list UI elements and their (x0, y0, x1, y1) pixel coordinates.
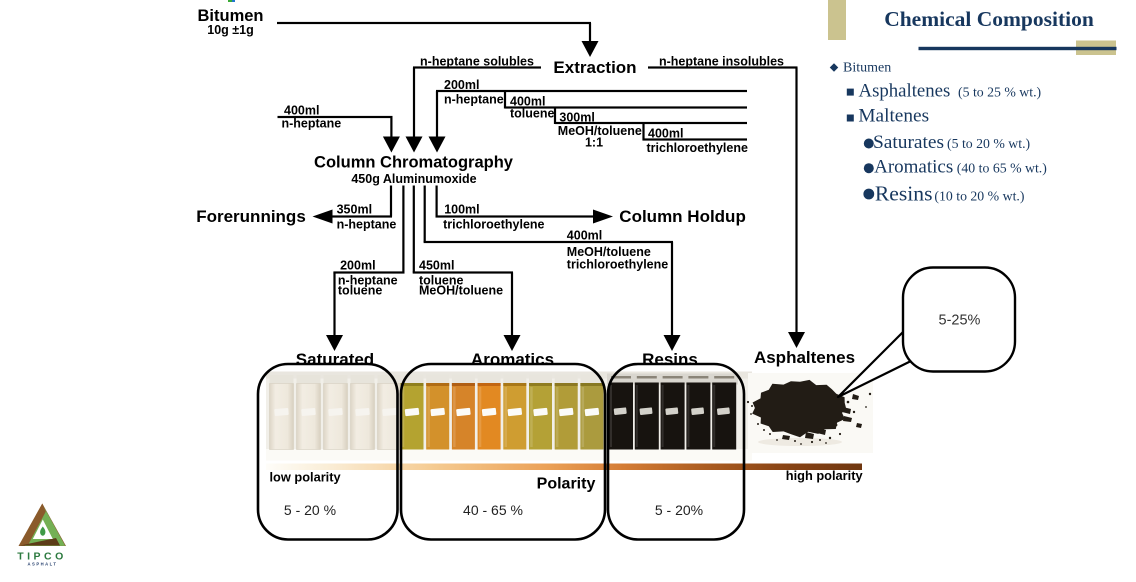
svg-text:40 - 65 %: 40 - 65 % (463, 502, 523, 518)
svg-text:Chemical Composition: Chemical Composition (884, 7, 1094, 31)
svg-text:n-heptane: n-heptane (337, 218, 397, 232)
svg-text:400ml: 400ml (510, 95, 545, 109)
svg-text:(5 to 25 % wt.): (5 to 25 % wt.) (958, 84, 1041, 100)
svg-text:200ml: 200ml (444, 78, 479, 92)
svg-text:Asphaltenes: Asphaltenes (859, 80, 951, 101)
svg-text:200ml: 200ml (340, 259, 375, 273)
svg-text:Polarity: Polarity (537, 476, 596, 493)
svg-text:Saturates: Saturates (873, 132, 944, 153)
svg-text:MeOH/toluene: MeOH/toluene (567, 245, 651, 259)
svg-text:350ml: 350ml (337, 203, 372, 217)
svg-text:5 - 20 %: 5 - 20 % (284, 502, 336, 518)
svg-text:n-heptane: n-heptane (444, 93, 504, 107)
svg-text:Column Chromatography: Column Chromatography (314, 154, 514, 172)
svg-text:Forerunnings: Forerunnings (196, 207, 306, 226)
svg-text:toluene: toluene (419, 274, 463, 288)
svg-text:Aromatics: Aromatics (874, 157, 953, 178)
svg-text:MeOH/toluene: MeOH/toluene (558, 124, 642, 138)
svg-text:(10 to 20 % wt.): (10 to 20 % wt.) (934, 188, 1024, 204)
svg-text:400ml: 400ml (648, 127, 683, 141)
svg-text:Maltenes: Maltenes (858, 106, 929, 127)
svg-text:high polarity: high polarity (786, 468, 864, 483)
svg-text:trichloroethylene: trichloroethylene (647, 141, 748, 155)
svg-text:toluene: toluene (338, 284, 382, 298)
svg-text:(5 to 20 % wt.): (5 to 20 % wt.) (947, 136, 1030, 152)
svg-text:toluene: toluene (510, 107, 554, 121)
svg-text:n-heptane: n-heptane (282, 117, 342, 131)
svg-text:n-heptane solubles: n-heptane solubles (420, 55, 534, 69)
svg-text:n-heptane insolubles: n-heptane insolubles (659, 55, 784, 69)
svg-text:10g ±1g: 10g ±1g (207, 23, 253, 37)
svg-text:trichloroethylene: trichloroethylene (443, 218, 544, 232)
svg-text:Resins: Resins (642, 350, 698, 369)
svg-text:Bitumen: Bitumen (198, 7, 264, 25)
svg-text:400ml: 400ml (567, 229, 602, 243)
svg-text:(40 to 65 % wt.): (40 to 65 % wt.) (957, 161, 1047, 177)
svg-text:Column Holdup: Column Holdup (619, 207, 746, 226)
svg-text:low polarity: low polarity (270, 470, 342, 485)
svg-text:TIPCO: TIPCO (17, 551, 67, 563)
svg-text:450ml: 450ml (419, 259, 454, 273)
svg-text:MeOH/toluene: MeOH/toluene (419, 284, 503, 298)
svg-text:400ml: 400ml (284, 104, 319, 118)
svg-text:Saturated: Saturated (296, 350, 374, 369)
svg-text:ASPHALT: ASPHALT (28, 562, 58, 567)
svg-text:trichloroethylene: trichloroethylene (567, 258, 668, 272)
svg-text:Aromatics: Aromatics (471, 350, 554, 369)
svg-text:Extraction: Extraction (553, 58, 636, 77)
svg-text:450g Aluminumoxide: 450g Aluminumoxide (351, 172, 476, 186)
svg-text:Asphaltenes: Asphaltenes (754, 348, 855, 367)
svg-text:Bitumen: Bitumen (843, 61, 891, 76)
svg-text:5-25%: 5-25% (939, 313, 981, 329)
svg-text:5 - 20%: 5 - 20% (655, 502, 703, 518)
svg-text:100ml: 100ml (444, 203, 479, 217)
svg-text:300ml: 300ml (559, 111, 594, 125)
svg-text:1:1: 1:1 (585, 136, 603, 150)
svg-text:n-heptane: n-heptane (338, 274, 398, 288)
svg-text:Resins: Resins (875, 181, 933, 205)
